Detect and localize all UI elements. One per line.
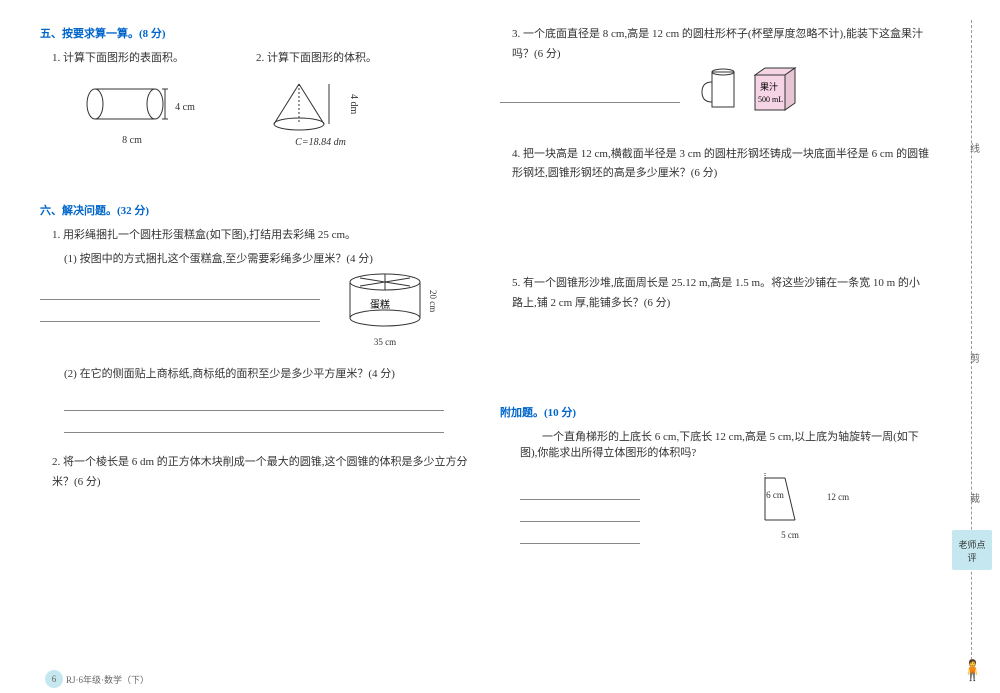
- section5-title: 五、按要求算一算。(8 分): [40, 25, 470, 41]
- answer-line: [520, 482, 640, 500]
- cylinder-figure: [80, 79, 180, 129]
- cut-line: [971, 20, 972, 670]
- answer-line: [64, 393, 444, 411]
- svg-text:500 mL: 500 mL: [758, 95, 783, 104]
- answer-line: [500, 85, 680, 103]
- cylinder-width: 8 cm: [80, 132, 184, 150]
- answer-line: [40, 304, 320, 322]
- q6-2-text: 2. 将一个棱长是 6 dm 的正方体木块削成一个最大的圆锥,这个圆锥的体积是多…: [52, 453, 470, 493]
- q5-1-text: 1. 计算下面图形的表面积。: [52, 49, 184, 69]
- answer-line: [64, 415, 444, 433]
- bonus-text: 一个直角梯形的上底长 6 cm,下底长 12 cm,高是 5 cm,以上底为轴旋…: [520, 428, 930, 460]
- answer-line: [40, 282, 320, 300]
- section6-title: 六、解决问题。(32 分): [40, 202, 470, 218]
- cup-figure: [700, 67, 740, 112]
- cylinder-height: 4 cm: [170, 99, 200, 117]
- svg-text:蛋糕: 蛋糕: [370, 298, 390, 311]
- q5-2-text: 2. 计算下面图形的体积。: [256, 49, 377, 69]
- trap-side: 12 cm: [798, 492, 878, 502]
- bonus-title: 附加题。(10 分): [500, 404, 930, 420]
- mascot-icon: 🧍: [960, 658, 985, 683]
- svg-text:果汁: 果汁: [760, 81, 778, 92]
- q6-1-sub2: (2) 在它的侧面贴上商标纸,商标纸的面积至少是多少平方厘米？(4 分): [64, 365, 470, 385]
- q6-1-sub1: (1) 按图中的方式捆扎这个蛋糕盒,至少需要彩绳多少厘米？(4 分): [64, 250, 470, 270]
- cake-figure: 蛋糕: [340, 270, 430, 330]
- cone-height: 4 dm: [332, 94, 362, 114]
- page-number: 6: [45, 670, 63, 688]
- footer-text: RJ·6年级·数学（下）: [66, 673, 149, 686]
- page-footer: 6 RJ·6年级·数学（下）: [45, 670, 149, 688]
- cone-circumference: C=18.84 dm: [264, 134, 377, 152]
- cut-label-2: 剪: [970, 350, 980, 365]
- cut-label-1: 线: [970, 140, 980, 155]
- cake-width: 35 cm: [340, 334, 430, 350]
- answer-line: [520, 504, 640, 522]
- q6-1-text: 1. 用彩绳捆扎一个圆柱形蛋糕盒(如下图),打结用去彩绳 25 cm。: [52, 226, 470, 246]
- cake-height: 20 cm: [425, 290, 441, 312]
- teacher-review-box: 老师点评: [952, 530, 992, 570]
- q5-text: 5. 有一个圆锥形沙堆,底面周长是 25.12 m,高是 1.5 m。将这些沙铺…: [512, 274, 930, 314]
- answer-line: [520, 526, 640, 544]
- q3-text: 3. 一个底面直径是 8 cm,高是 12 cm 的圆柱形杯子(杯壁厚度忽略不计…: [512, 25, 930, 65]
- juice-box-figure: 果汁 500 mL: [750, 65, 800, 115]
- q4-text: 4. 把一块高是 12 cm,横截面半径是 3 cm 的圆柱形钢坯铸成一块底面半…: [512, 145, 930, 185]
- cut-label-3: 裁: [970, 490, 980, 505]
- trap-bottom: 5 cm: [750, 530, 830, 540]
- right-sidebar: 线 剪 裁 老师点评 🧍: [945, 0, 1000, 693]
